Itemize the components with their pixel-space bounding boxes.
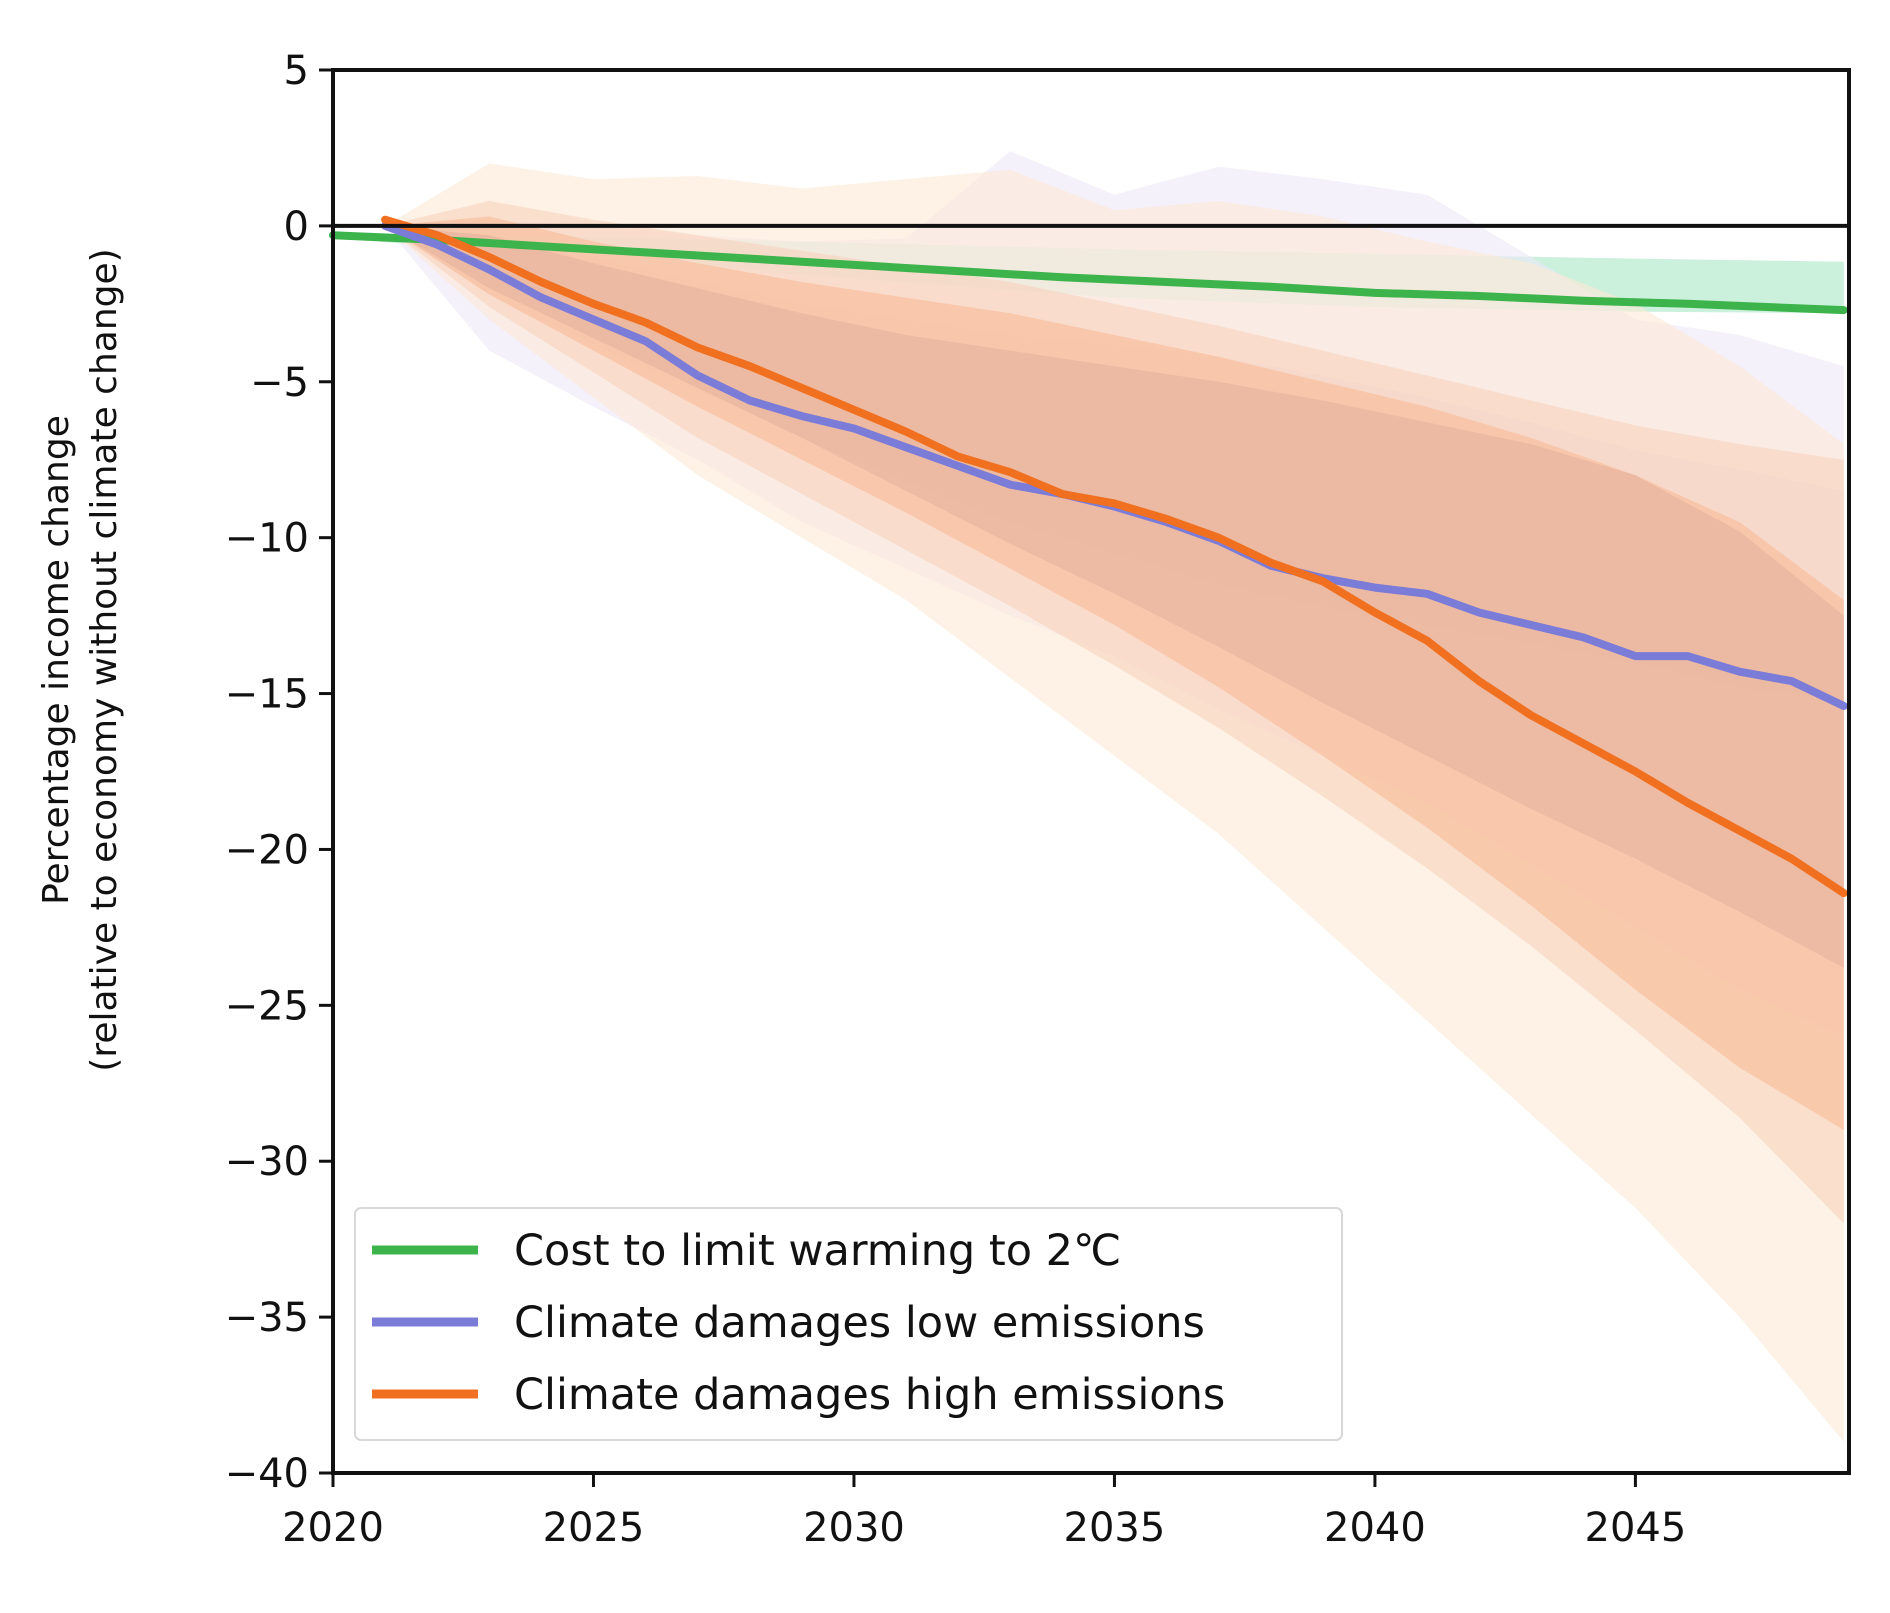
series-line-0	[329, 231, 1848, 315]
x-tick-label: 2035	[1064, 1505, 1166, 1551]
y-tick-label: −20	[225, 827, 309, 873]
y-tick-label: −5	[250, 360, 309, 406]
x-tick-label: 2030	[803, 1505, 905, 1551]
uncertainty-bands	[333, 151, 1844, 1442]
y-tick-label: 5	[284, 48, 309, 94]
y-tick-label: −30	[225, 1139, 309, 1185]
legend-label-2: Climate damages high emissions	[514, 1370, 1225, 1420]
x-axis-ticks: 2020 2025 2030 2035 2040 2045	[282, 1473, 1686, 1551]
legend-label-0: Cost to limit warming to 2℃	[514, 1226, 1121, 1276]
y-tick-label: 0	[284, 204, 309, 250]
y-tick-label: −40	[225, 1451, 309, 1497]
plot-frame	[331, 68, 1851, 1475]
band-2-3	[385, 225, 1844, 968]
x-tick-label: 2045	[1585, 1505, 1687, 1551]
y-axis-title-line-2: (relative to economy without climate cha…	[84, 248, 125, 1071]
series-line-2	[381, 215, 1848, 898]
legend: Cost to limit warming to 2℃ Climate damag…	[354, 1207, 1343, 1441]
x-tick-label: 2040	[1324, 1505, 1426, 1551]
y-tick-label: −25	[225, 983, 309, 1029]
y-tick-label: −10	[225, 516, 309, 562]
y-axis-title-line-1: Percentage income change	[36, 415, 77, 905]
y-axis-ticks: 5 0 −5 −10 −15 −20 −25 −30 −35 −40	[225, 48, 333, 1497]
y-tick-label: −15	[225, 672, 309, 718]
legend-label-1: Climate damages low emissions	[514, 1298, 1205, 1348]
y-tick-label: −35	[225, 1295, 309, 1341]
legend-box	[354, 1207, 1343, 1441]
series-lines	[329, 215, 1848, 898]
x-tick-label: 2025	[543, 1505, 645, 1551]
x-tick-label: 2020	[282, 1505, 384, 1551]
